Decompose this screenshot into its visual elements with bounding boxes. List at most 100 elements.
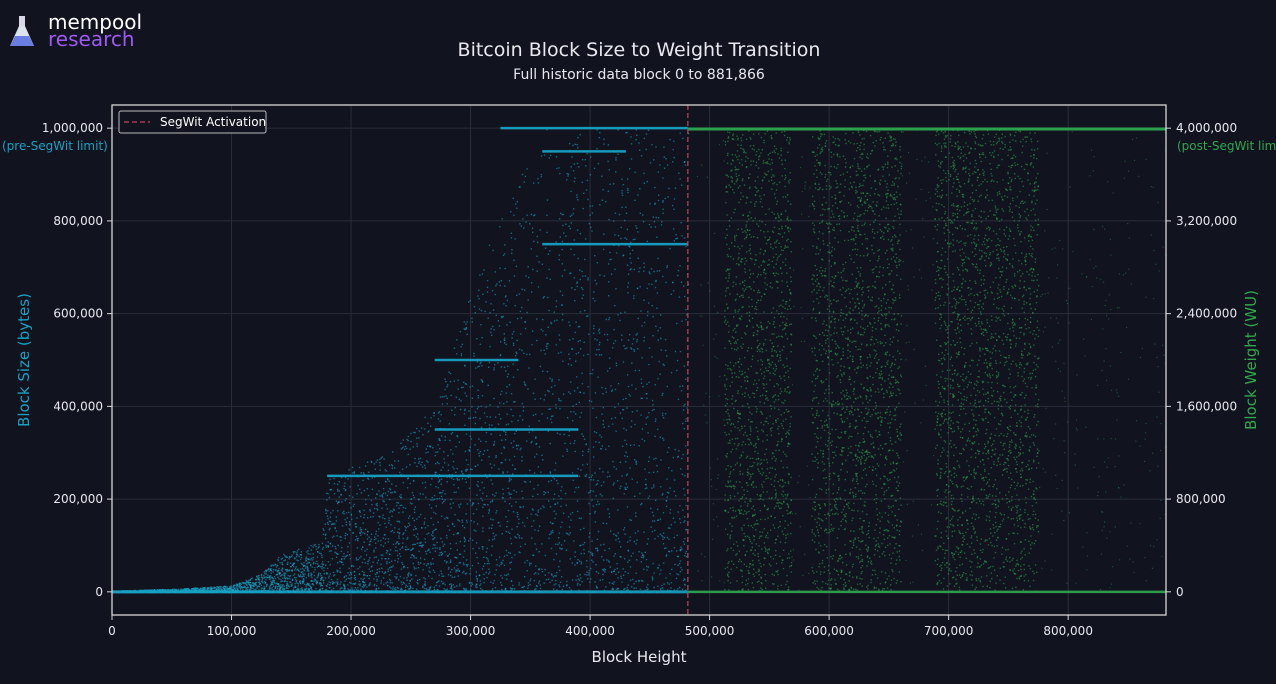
data-point	[619, 461, 622, 463]
data-point	[424, 538, 426, 540]
data-point	[666, 355, 668, 357]
data-point	[350, 573, 353, 576]
data-point	[598, 503, 600, 505]
data-point	[562, 213, 565, 216]
data-point	[641, 438, 643, 440]
data-point	[613, 328, 615, 331]
data-point	[396, 576, 398, 578]
data-point	[556, 502, 559, 504]
data-point	[511, 337, 513, 339]
data-point	[542, 318, 544, 321]
data-point	[593, 332, 595, 334]
data-point	[355, 588, 358, 590]
data-point	[613, 342, 615, 345]
data-point	[324, 523, 326, 525]
data-point	[518, 522, 520, 525]
data-point	[483, 578, 485, 580]
data-point	[535, 565, 537, 567]
data-point	[573, 163, 575, 165]
data-point	[451, 588, 453, 591]
data-point	[592, 505, 594, 507]
data-point	[574, 551, 576, 553]
data-point	[455, 353, 458, 355]
data-point	[352, 472, 354, 474]
data-point	[680, 468, 682, 470]
data-point	[378, 587, 380, 589]
data-point	[310, 574, 312, 576]
data-point	[349, 502, 351, 504]
data-point	[344, 499, 346, 502]
data-point	[579, 134, 581, 136]
data-point	[673, 240, 675, 242]
data-point	[323, 579, 325, 581]
data-point	[510, 237, 513, 239]
data-point	[536, 514, 539, 517]
data-point	[433, 511, 435, 514]
data-point	[488, 508, 490, 511]
data-point	[316, 560, 318, 563]
data-point	[525, 275, 527, 277]
data-point	[521, 586, 523, 588]
data-point	[582, 450, 584, 453]
data-point	[577, 582, 579, 585]
data-point	[560, 505, 562, 508]
data-point	[385, 582, 387, 584]
data-point	[518, 518, 520, 520]
data-point	[629, 269, 631, 271]
data-point	[663, 439, 665, 441]
data-point	[363, 571, 365, 574]
data-point	[502, 559, 504, 562]
data-point	[627, 584, 629, 586]
data-point	[366, 534, 368, 536]
data-point	[591, 499, 593, 501]
data-point	[578, 166, 580, 168]
data-point	[638, 551, 640, 553]
data-point	[282, 563, 284, 566]
data-point	[682, 137, 684, 139]
data-point	[606, 559, 608, 561]
data-point	[504, 439, 507, 441]
data-point	[602, 471, 604, 473]
data-point	[630, 519, 632, 521]
data-point	[639, 286, 641, 288]
data-point	[283, 580, 285, 582]
data-point	[511, 505, 513, 507]
data-point	[379, 516, 381, 518]
data-point	[581, 382, 584, 385]
data-point	[439, 396, 442, 398]
data-point	[347, 572, 349, 574]
data-point	[514, 203, 517, 205]
data-point	[529, 469, 531, 472]
data-point	[555, 553, 558, 555]
data-point	[591, 474, 593, 476]
data-point	[400, 496, 403, 499]
data-point	[382, 496, 384, 498]
data-point	[531, 537, 533, 539]
data-point	[673, 589, 676, 591]
data-point	[549, 408, 551, 410]
data-point	[488, 361, 491, 364]
data-point	[608, 318, 610, 321]
data-point	[438, 462, 440, 465]
data-point	[599, 467, 601, 470]
data-point	[588, 222, 590, 225]
data-point	[414, 526, 416, 528]
data-point	[635, 225, 637, 227]
data-point	[401, 561, 403, 564]
data-point	[300, 574, 302, 576]
data-point	[679, 132, 681, 134]
data-point	[244, 589, 247, 591]
data-point	[396, 554, 399, 557]
data-point	[392, 543, 395, 546]
data-point	[663, 167, 666, 169]
data-point	[337, 483, 339, 486]
data-point	[584, 309, 586, 312]
data-point	[604, 569, 607, 571]
data-point	[258, 574, 260, 577]
data-point	[321, 576, 323, 579]
data-point	[370, 460, 372, 463]
data-point	[582, 294, 585, 296]
data-point	[393, 467, 396, 469]
data-point	[298, 548, 300, 551]
data-point	[669, 508, 672, 511]
